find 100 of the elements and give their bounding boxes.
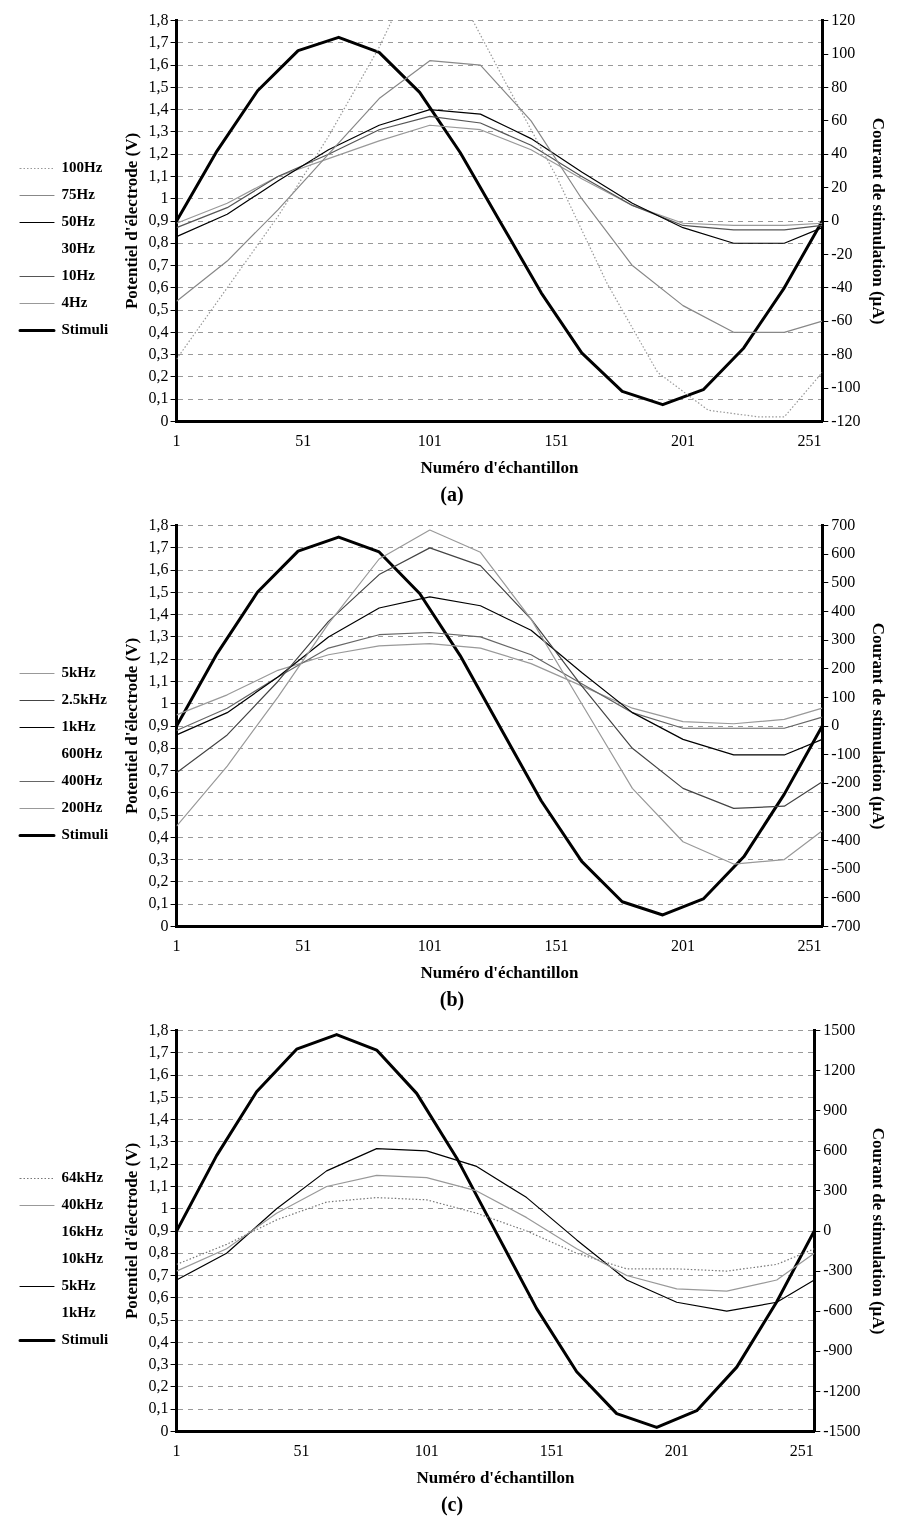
- y-tick-label: 1,6: [148, 560, 169, 578]
- y-tick-label: 0: [160, 411, 169, 429]
- y-tick-label: 1,2: [148, 144, 169, 162]
- y2-tick-label: -300: [831, 802, 861, 820]
- y-tick-label: 0,9: [148, 211, 169, 229]
- legend-label: 200Hz: [61, 799, 103, 816]
- legend-label: Stimuli: [61, 826, 109, 843]
- y-tick-label: 0,6: [148, 1288, 169, 1305]
- y-tick-label: 0,2: [148, 367, 169, 385]
- y-axis-title: Potentiel d'électrode (V): [121, 637, 141, 815]
- x-tick-label: 201: [664, 1442, 689, 1460]
- y-tick-label: 1,2: [148, 1154, 169, 1172]
- text: 1kHz: [61, 1304, 97, 1321]
- y-tick-label: 1,5: [148, 1087, 169, 1105]
- y2-tick-label: -600: [823, 1301, 853, 1319]
- x-tick-label: 101: [417, 937, 442, 955]
- text: 10kHz: [61, 1250, 104, 1267]
- y-axis-title: Potentiel d'électrode (V): [121, 1142, 141, 1320]
- y-tick-label: 0,4: [148, 1332, 169, 1350]
- y2-tick-label: -80: [831, 344, 853, 362]
- y2-tick-label: 0: [831, 716, 840, 734]
- y-tick-label: 0,8: [148, 1243, 169, 1261]
- y-tick-label: 1: [160, 188, 169, 206]
- y2-tick-label: 300: [823, 1181, 848, 1199]
- y2-tick-label: 600: [831, 544, 856, 562]
- x-axis-title: Numéro d'échantillon: [420, 963, 579, 983]
- y2-tick-label: -1200: [823, 1381, 861, 1399]
- x-tick-label: 151: [544, 937, 569, 955]
- x-tick-label: 251: [797, 432, 822, 450]
- y-tick-label: 0,1: [148, 389, 169, 407]
- y-tick-label: 1: [160, 1198, 169, 1216]
- text: (c): [440, 1493, 464, 1516]
- y-tick-label: 0,9: [148, 716, 169, 734]
- y-tick-label: 0,1: [148, 1399, 169, 1417]
- y-tick-label: 1: [160, 693, 169, 711]
- x-tick-label: 101: [417, 432, 442, 450]
- y2-tick-label: -40: [831, 278, 853, 295]
- y-tick-label: 0,4: [148, 827, 169, 845]
- y2-tick-label: 100: [831, 44, 856, 62]
- y-tick-label: 1,2: [148, 649, 169, 667]
- y2-tick-label: 500: [831, 573, 856, 591]
- legend-label: 400Hz: [61, 772, 103, 789]
- x-tick-label: 51: [295, 937, 312, 955]
- y2-tick-label: 300: [831, 630, 856, 648]
- y-tick-label: 0,3: [148, 849, 169, 867]
- y-tick-label: 0: [160, 1421, 169, 1439]
- y-tick-label: 1,8: [148, 10, 169, 28]
- y2-tick-label: 400: [831, 601, 856, 619]
- y-tick-label: 1,5: [148, 77, 169, 95]
- y2-tick-label: 100: [831, 687, 856, 705]
- y-tick-label: 1,4: [148, 1109, 169, 1127]
- legend-label: 10Hz: [61, 267, 96, 284]
- y-tick-label: 1,3: [148, 627, 169, 645]
- y-tick-label: 0,3: [148, 344, 169, 362]
- y-tick-label: 0,2: [148, 1377, 169, 1395]
- y-tick-label: 1,4: [148, 99, 169, 117]
- y2-tick-label: -20: [831, 244, 853, 262]
- y-tick-label: 0,9: [148, 1221, 169, 1239]
- x-axis-title: Numéro d'échantillon: [420, 458, 579, 478]
- y-tick-label: 1,5: [148, 582, 169, 600]
- y-tick-label: 0,4: [148, 322, 169, 340]
- legend-label: 2.5kHz: [61, 691, 108, 708]
- y-tick-label: 0,1: [148, 894, 169, 912]
- y2-tick-label: -100: [831, 378, 861, 396]
- y-tick-label: 1,7: [148, 538, 169, 556]
- y-tick-label: 1,8: [148, 515, 169, 533]
- x-tick-label: 101: [414, 1442, 439, 1460]
- y-tick-label: 0,8: [148, 738, 169, 756]
- y2-tick-label: -120: [831, 411, 861, 429]
- y2-tick-label: 80: [831, 77, 848, 95]
- x-tick-label: 51: [295, 432, 312, 450]
- y2-tick-label: -900: [823, 1341, 853, 1359]
- legend-label: 100Hz: [61, 159, 103, 176]
- y2-tick-label: 20: [831, 177, 848, 195]
- x-tick-label: 51: [293, 1442, 310, 1460]
- y-tick-label: 1,6: [148, 1065, 169, 1083]
- y2-tick-label: -1500: [823, 1421, 861, 1439]
- y2-tick-label: -300: [823, 1261, 853, 1279]
- y2-tick-label: 700: [831, 515, 856, 533]
- y-tick-label: 0: [160, 916, 169, 934]
- legend-label: 40kHz: [61, 1196, 104, 1213]
- y-tick-label: 0,5: [148, 300, 169, 318]
- y-tick-label: 1,1: [148, 671, 169, 689]
- y2-axis-title: Courant de stimulation (µA): [869, 1127, 889, 1335]
- y-tick-label: 0,7: [148, 760, 169, 778]
- legend-label: 4Hz: [61, 294, 88, 311]
- y-tick-label: 1,1: [148, 1176, 169, 1194]
- legend-label: 1kHz: [61, 718, 97, 735]
- x-tick-label: 1: [172, 432, 181, 450]
- y-tick-label: 0,7: [148, 1265, 169, 1283]
- text: (a): [440, 483, 464, 506]
- text: (b): [439, 988, 465, 1011]
- x-axis-title: Numéro d'échantillon: [416, 1468, 575, 1488]
- y2-tick-label: 900: [823, 1100, 848, 1118]
- y2-tick-label: -100: [831, 744, 861, 762]
- x-tick-label: 1: [172, 1442, 181, 1460]
- y2-tick-label: 0: [823, 1221, 832, 1239]
- legend-label: 5kHz: [61, 664, 97, 681]
- y-tick-label: 1,6: [148, 55, 169, 73]
- y2-tick-label: -700: [831, 916, 861, 934]
